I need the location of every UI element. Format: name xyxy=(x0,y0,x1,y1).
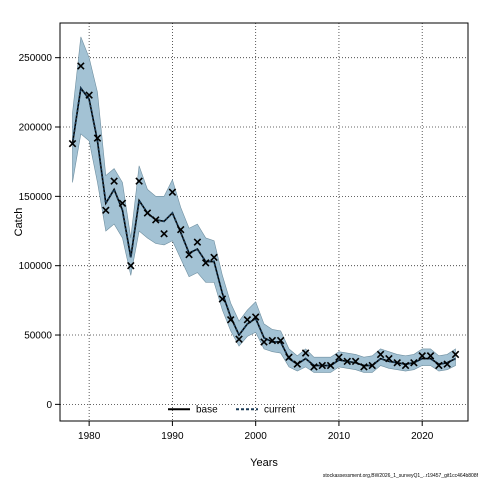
series-line-current xyxy=(71,85,456,367)
observed-point xyxy=(251,313,260,321)
observed-point xyxy=(410,358,418,367)
observed-point xyxy=(310,363,318,371)
y-tick-label: 50000 xyxy=(24,331,52,342)
observed-point xyxy=(151,216,160,224)
x-tick-label: 2020 xyxy=(411,431,434,442)
y-tick-label: 100000 xyxy=(19,261,53,272)
observed-point xyxy=(210,253,218,262)
observed-point xyxy=(93,134,102,142)
x-tick-label: 1990 xyxy=(161,431,184,442)
observed-point xyxy=(135,177,143,185)
observed-point xyxy=(68,139,77,148)
observed-point xyxy=(168,188,177,196)
legend: base current xyxy=(168,405,295,416)
observed-point xyxy=(376,350,385,359)
confidence-band-group xyxy=(72,36,456,373)
x-axis-label: Years xyxy=(250,457,278,469)
y-tick-label: 0 xyxy=(46,400,52,411)
observed-point xyxy=(243,316,252,324)
observed-points xyxy=(68,62,460,371)
y-tick-label: 150000 xyxy=(19,192,53,203)
observed-point xyxy=(127,261,135,270)
x-tick-label: 2000 xyxy=(245,431,268,442)
observed-point xyxy=(335,353,343,361)
observed-point xyxy=(418,352,426,360)
observed-point xyxy=(201,259,210,267)
observed-point xyxy=(393,358,401,367)
observed-point xyxy=(368,361,377,370)
observed-point xyxy=(426,352,435,360)
confidence-band xyxy=(72,36,456,373)
plot-frame xyxy=(59,22,469,422)
observed-point xyxy=(218,295,227,303)
observed-point xyxy=(77,62,85,70)
y-axis-label: Catch xyxy=(13,208,25,237)
observed-point xyxy=(276,336,285,345)
observed-point xyxy=(102,206,110,214)
observed-point xyxy=(176,225,185,234)
observed-point xyxy=(260,338,268,346)
observed-point xyxy=(385,354,393,363)
observed-point xyxy=(110,177,118,185)
observed-point xyxy=(401,361,410,370)
observed-point xyxy=(318,361,327,370)
x-axis-ticks: 1980 1990 2000 2010 2020 xyxy=(78,421,434,442)
legend-base-label: base xyxy=(196,405,218,416)
observed-point xyxy=(443,360,451,368)
observed-point xyxy=(285,353,293,361)
observed-point xyxy=(343,357,352,366)
footer-note: stockassessment.org,BW2026_1_surveyQ1_..… xyxy=(323,473,479,479)
observed-point xyxy=(143,209,152,217)
legend-current-label: current xyxy=(264,405,295,416)
observed-point xyxy=(301,349,310,357)
observed-point xyxy=(360,363,368,371)
x-tick-label: 2010 xyxy=(328,431,351,442)
observed-point xyxy=(235,335,243,343)
observed-point xyxy=(85,91,93,99)
observed-point xyxy=(118,199,127,208)
observed-point xyxy=(193,238,202,246)
observed-point xyxy=(451,350,460,359)
observed-point xyxy=(351,357,360,366)
observed-point xyxy=(185,250,193,259)
x-tick-label: 1980 xyxy=(78,431,101,442)
observed-point xyxy=(435,361,443,370)
observed-point xyxy=(293,360,302,368)
y-axis-ticks: 0 50000 100000 150000 200000 250000 xyxy=(19,53,60,411)
y-tick-label: 200000 xyxy=(19,123,53,134)
observed-point xyxy=(326,361,335,370)
observed-point xyxy=(268,336,277,345)
observed-point xyxy=(160,230,168,238)
observed-point xyxy=(226,316,235,324)
y-tick-label: 250000 xyxy=(19,53,53,64)
